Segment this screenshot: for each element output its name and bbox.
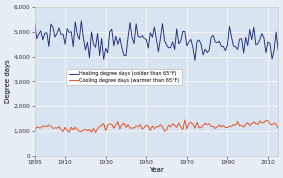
Heating degree days (colder than 65°F): [33, 21, 37, 23]
Heating degree days (colder than 65°F): [201, 54, 205, 56]
Heating degree days (colder than 65°F): [264, 52, 268, 54]
Y-axis label: Degree days: Degree days: [5, 59, 11, 103]
Heating degree days (colder than 65°F): [276, 49, 280, 51]
Cooling degree days (warmer than 65°F): [94, 131, 97, 133]
Cooling degree days (warmer than 65°F): [276, 127, 280, 129]
Line: Heating degree days (colder than 65°F): Heating degree days (colder than 65°F): [35, 21, 278, 61]
Heating degree days (colder than 65°F): [92, 43, 95, 45]
Heating degree days (colder than 65°F): [193, 59, 197, 62]
X-axis label: Year: Year: [149, 167, 164, 173]
Heating degree days (colder than 65°F): [80, 20, 83, 22]
Cooling degree days (warmer than 65°F): [183, 119, 186, 121]
Cooling degree days (warmer than 65°F): [90, 131, 93, 133]
Heating degree days (colder than 65°F): [187, 41, 190, 43]
Cooling degree days (warmer than 65°F): [201, 125, 205, 127]
Legend: Heating degree days (colder than 65°F), Cooling degree days (warmer than 65°F): Heating degree days (colder than 65°F), …: [66, 69, 182, 85]
Cooling degree days (warmer than 65°F): [264, 119, 268, 122]
Heating degree days (colder than 65°F): [57, 27, 61, 29]
Cooling degree days (warmer than 65°F): [189, 121, 193, 123]
Cooling degree days (warmer than 65°F): [33, 129, 37, 132]
Line: Cooling degree days (warmer than 65°F): Cooling degree days (warmer than 65°F): [35, 120, 278, 132]
Cooling degree days (warmer than 65°F): [57, 125, 61, 128]
Cooling degree days (warmer than 65°F): [138, 124, 142, 126]
Heating degree days (colder than 65°F): [138, 36, 142, 38]
